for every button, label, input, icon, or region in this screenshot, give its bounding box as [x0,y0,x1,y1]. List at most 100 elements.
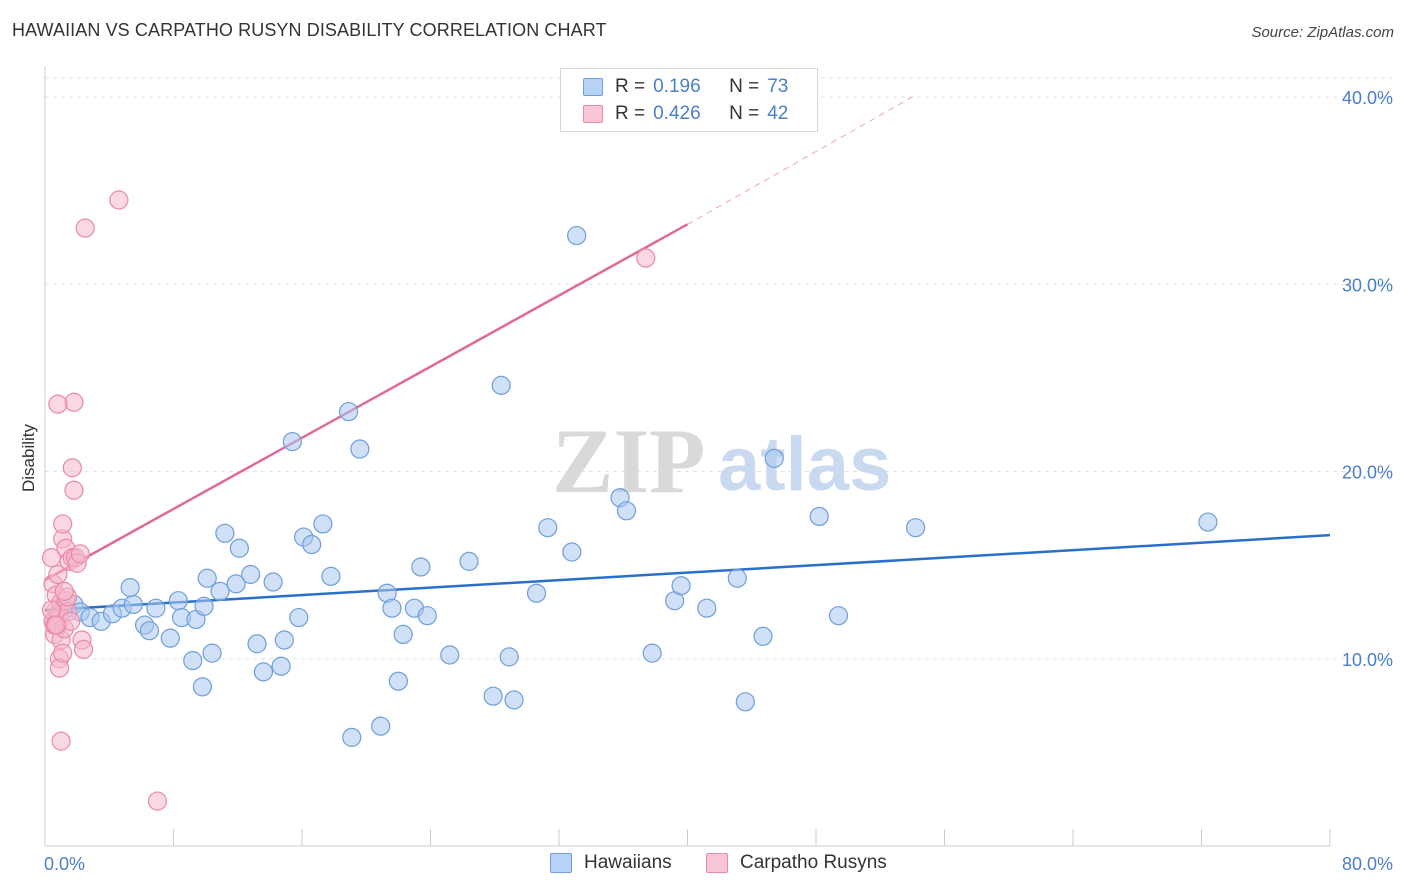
carpatho-rusyn-point [109,190,129,210]
bottom-legend-label: Carpatho Rusyns [740,852,887,873]
hawaiian-point [1198,512,1218,532]
correlation-legend: R = 0.196 N = 73 R = 0.426 N = 42 [560,68,818,132]
hawaiian-point [642,643,662,663]
y-tick-label: 40.0% [1342,88,1393,108]
hawaiian-point [194,596,214,616]
hawaiian-point [697,598,717,618]
hawaiian-point [192,677,213,697]
hawaiian-point [417,606,437,626]
legend-n-value: 73 [767,76,789,97]
hawaiian-point [247,634,267,654]
carpatho-rusyn-point [53,514,73,534]
hawaiian-point [753,626,773,646]
hawaiian-point [338,401,359,422]
bottom-legend-label: Hawaiians [584,852,672,873]
hawaiian-point [905,518,926,538]
legend-swatch-blue [583,78,603,96]
hawaiian-point [809,506,829,527]
legend-row-hawaiians: R = 0.196 N = 73 [583,75,788,99]
hawaiian-point [183,651,203,671]
hawaiian-point [321,566,341,586]
hawaiian-point [123,594,143,615]
hawaiian-point [120,577,140,598]
hawaiian-point [562,542,582,562]
hawaiian-point [727,568,747,588]
hawaiian-point [168,591,188,611]
legend-r-label: R = [615,76,646,97]
bottom-legend-swatch-blue [550,853,572,873]
hawaiian-point [382,598,402,618]
x-tick-label: 80.0% [1342,854,1393,874]
hawaiian-point [215,523,235,543]
hawaiian-point [499,647,519,667]
watermark-atlas: atlas [718,422,891,507]
hawaiian-point [210,581,230,601]
hawaiian-point [828,606,849,626]
bottom-legend-swatch-pink [706,853,728,873]
hawaiian-point [371,716,391,736]
hawaiian-point [350,439,370,459]
carpatho-rusyn-point [73,639,94,659]
hawaiian-point [229,538,249,558]
hawaiian-point [289,607,309,628]
hawaiian-point [440,645,460,665]
hawaiian-point [491,375,511,395]
label-layer: 10.0% 20.0% 30.0% 40.0% 0.0% 80.0% Disability [19,88,1393,874]
hawaiian-point [342,727,362,747]
hawaiian-point [302,534,322,555]
hawaiian-point [271,656,291,676]
y-axis-label: Disability [19,423,38,492]
legend-n-value: 42 [767,103,789,124]
hawaiian-point [139,621,160,641]
carpatho-rusyn-point [48,564,68,585]
hawaiian-point [459,551,479,571]
hawaiian-point [504,690,524,710]
y-tick-label: 10.0% [1342,650,1393,670]
y-tick-label: 20.0% [1342,463,1393,483]
carpatho-rusyn-point [62,458,82,478]
carpatho-rusyn-point [75,218,95,238]
carpatho-rusyn-point [51,731,71,751]
hawaiian-point [160,628,180,648]
carpatho-rusyn-trend-line [44,223,689,582]
hawaiian-point [411,557,431,577]
hawaiian-point [253,662,274,682]
legend-n-label: N = [729,76,760,97]
carpatho-rusyn-point [64,392,84,412]
hawaiian-point [263,572,283,592]
legend-r-value: 0.426 [653,103,701,124]
carpatho-rusyn-point [70,544,90,564]
legend-r-label: R = [615,103,646,124]
hawaiian-point [764,448,784,468]
y-tick-label: 30.0% [1342,275,1393,295]
hawaiian-point [526,583,547,603]
hawaiian-point [197,568,217,588]
axis-layer [44,66,1331,847]
carpatho-rusyn-point [636,248,656,268]
bottom-legend-carpatho-rusyns: Carpatho Rusyns [706,852,887,874]
hawaiian-point [226,574,246,594]
source-label: Source: ZipAtlas.com [1251,24,1394,41]
hawaiian-point [274,630,294,650]
watermark: ZIP atlas [552,410,891,512]
hawaiian-point [282,431,302,452]
carpatho-rusyn-point [48,394,68,414]
hawaiian-point [388,671,408,691]
carpatho-rusyn-point [53,643,73,663]
x-tick-label: 0.0% [44,854,85,874]
hawaiian-trend-line [44,533,1331,612]
hawaiian-point [538,518,558,538]
trend-layer [44,96,1331,612]
carpatho-rusyn-point [64,480,84,500]
hawaiian-point [241,564,261,585]
hawaiian-point [735,692,755,712]
hawaiian-point [393,624,413,645]
bottom-legend-hawaiians: Hawaiians [550,852,672,874]
carpatho-rusyn-point [54,581,74,601]
legend-n-label: N = [729,103,760,124]
carpatho-rusyn-point [147,791,168,811]
legend-swatch-pink [583,105,603,123]
hawaiian-point [567,225,587,246]
hawaiian-point [671,576,691,596]
